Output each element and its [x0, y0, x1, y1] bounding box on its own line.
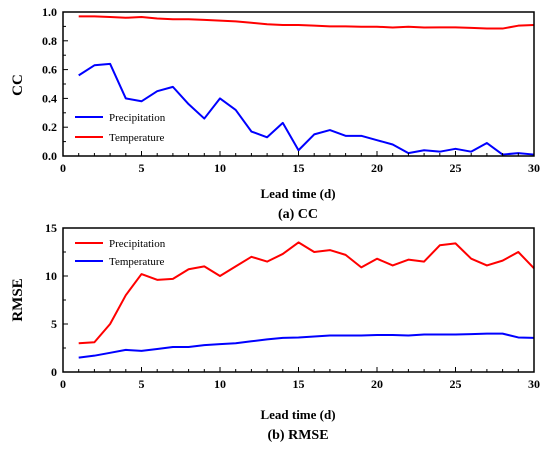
series-line-precipitation	[78, 62, 535, 156]
series-line-temperature	[78, 15, 535, 30]
x-axis-label: Lead time (d)	[260, 407, 335, 422]
x-tick-label: 5	[139, 377, 145, 391]
legend-label-precipitation: Precipitation	[109, 238, 166, 250]
panel-rmse: RMSE Lead time (d) (b) RMSE 0 5 10 15 20 25 30…	[10, 221, 540, 443]
x-tick-label: 25	[450, 377, 462, 391]
x-tick-label: 20	[371, 161, 383, 175]
x-tick-label: 0	[60, 161, 66, 175]
series-line-temperature	[78, 332, 535, 359]
legend-label-precipitation: Precipitation	[109, 112, 166, 124]
legend-label-temperature: Temperature	[109, 132, 165, 144]
y-tick-label: 5	[51, 317, 57, 331]
y-tick-label: 0.0	[42, 149, 57, 163]
x-tick-label: 5	[139, 161, 145, 175]
y-tick-label: 1.0	[42, 5, 57, 19]
x-tick-label: 0	[60, 377, 66, 391]
x-tick-label: 20	[371, 377, 383, 391]
x-tick-label: 15	[293, 161, 305, 175]
series-line-precipitation	[78, 241, 535, 345]
y-axis-label: CC	[10, 74, 26, 96]
x-tick-label: 10	[214, 377, 226, 391]
x-tick-label: 15	[293, 377, 305, 391]
y-tick-label: 10	[45, 269, 57, 283]
legend-label-temperature: Temperature	[109, 256, 165, 268]
y-tick-label: 15	[45, 221, 57, 235]
y-axis-label: RMSE	[10, 278, 26, 321]
x-axis-label: Lead time (d)	[260, 186, 335, 201]
x-tick-label: 30	[528, 377, 540, 391]
y-tick-label: 0.8	[42, 34, 57, 48]
caption: (b) RMSE	[267, 428, 328, 443]
caption: (a) CC	[278, 207, 318, 222]
panel-cc: CC Lead time (d) (a) CC 0 5 10 15 20 25 30 0.0 0…	[10, 5, 540, 222]
y-tick-label: 0	[51, 365, 57, 379]
y-tick-label: 0.6	[42, 63, 57, 77]
y-tick-label: 0.2	[42, 120, 57, 134]
x-tick-label: 10	[214, 161, 226, 175]
x-tick-label: 30	[528, 161, 540, 175]
y-tick-label: 0.4	[42, 91, 57, 105]
x-tick-label: 25	[450, 161, 462, 175]
